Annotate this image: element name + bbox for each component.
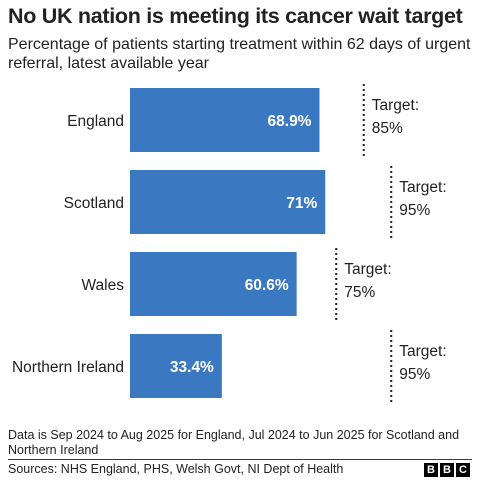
- value-label: 71%: [286, 195, 317, 212]
- chart-subtitle: Percentage of patients starting treatmen…: [8, 36, 471, 72]
- value-label: 33.4%: [170, 359, 214, 376]
- target-value-label: 75%: [344, 284, 375, 301]
- value-label: 68.9%: [268, 113, 312, 130]
- footnote: Data is Sep 2024 to Aug 2025 for England…: [8, 428, 460, 457]
- target-label: Target:: [344, 261, 391, 278]
- bbc-logo: B B C: [424, 463, 470, 477]
- category-label: Scotland: [64, 195, 124, 212]
- footer-divider: [8, 459, 472, 460]
- target-label: Target:: [399, 343, 446, 360]
- category-label: Wales: [82, 277, 125, 294]
- target-label: Target:: [372, 97, 419, 114]
- bar: [130, 170, 326, 234]
- bar: [130, 334, 222, 398]
- target-value-label: 95%: [399, 202, 430, 219]
- target-value-label: 85%: [372, 120, 403, 137]
- category-label: England: [67, 113, 124, 130]
- target-label: Target:: [399, 179, 446, 196]
- bar: [130, 88, 320, 152]
- bar: [130, 252, 297, 316]
- bbc-logo-letter: B: [440, 463, 454, 477]
- category-label: Northern Ireland: [12, 359, 124, 376]
- target-value-label: 95%: [399, 366, 430, 383]
- bbc-logo-letter: C: [456, 463, 470, 477]
- sources-text: Sources: NHS England, PHS, Welsh Govt, N…: [8, 462, 344, 476]
- chart-title: No UK nation is meeting its cancer wait …: [8, 4, 463, 28]
- bbc-logo-letter: B: [424, 463, 438, 477]
- value-label: 60.6%: [245, 277, 289, 294]
